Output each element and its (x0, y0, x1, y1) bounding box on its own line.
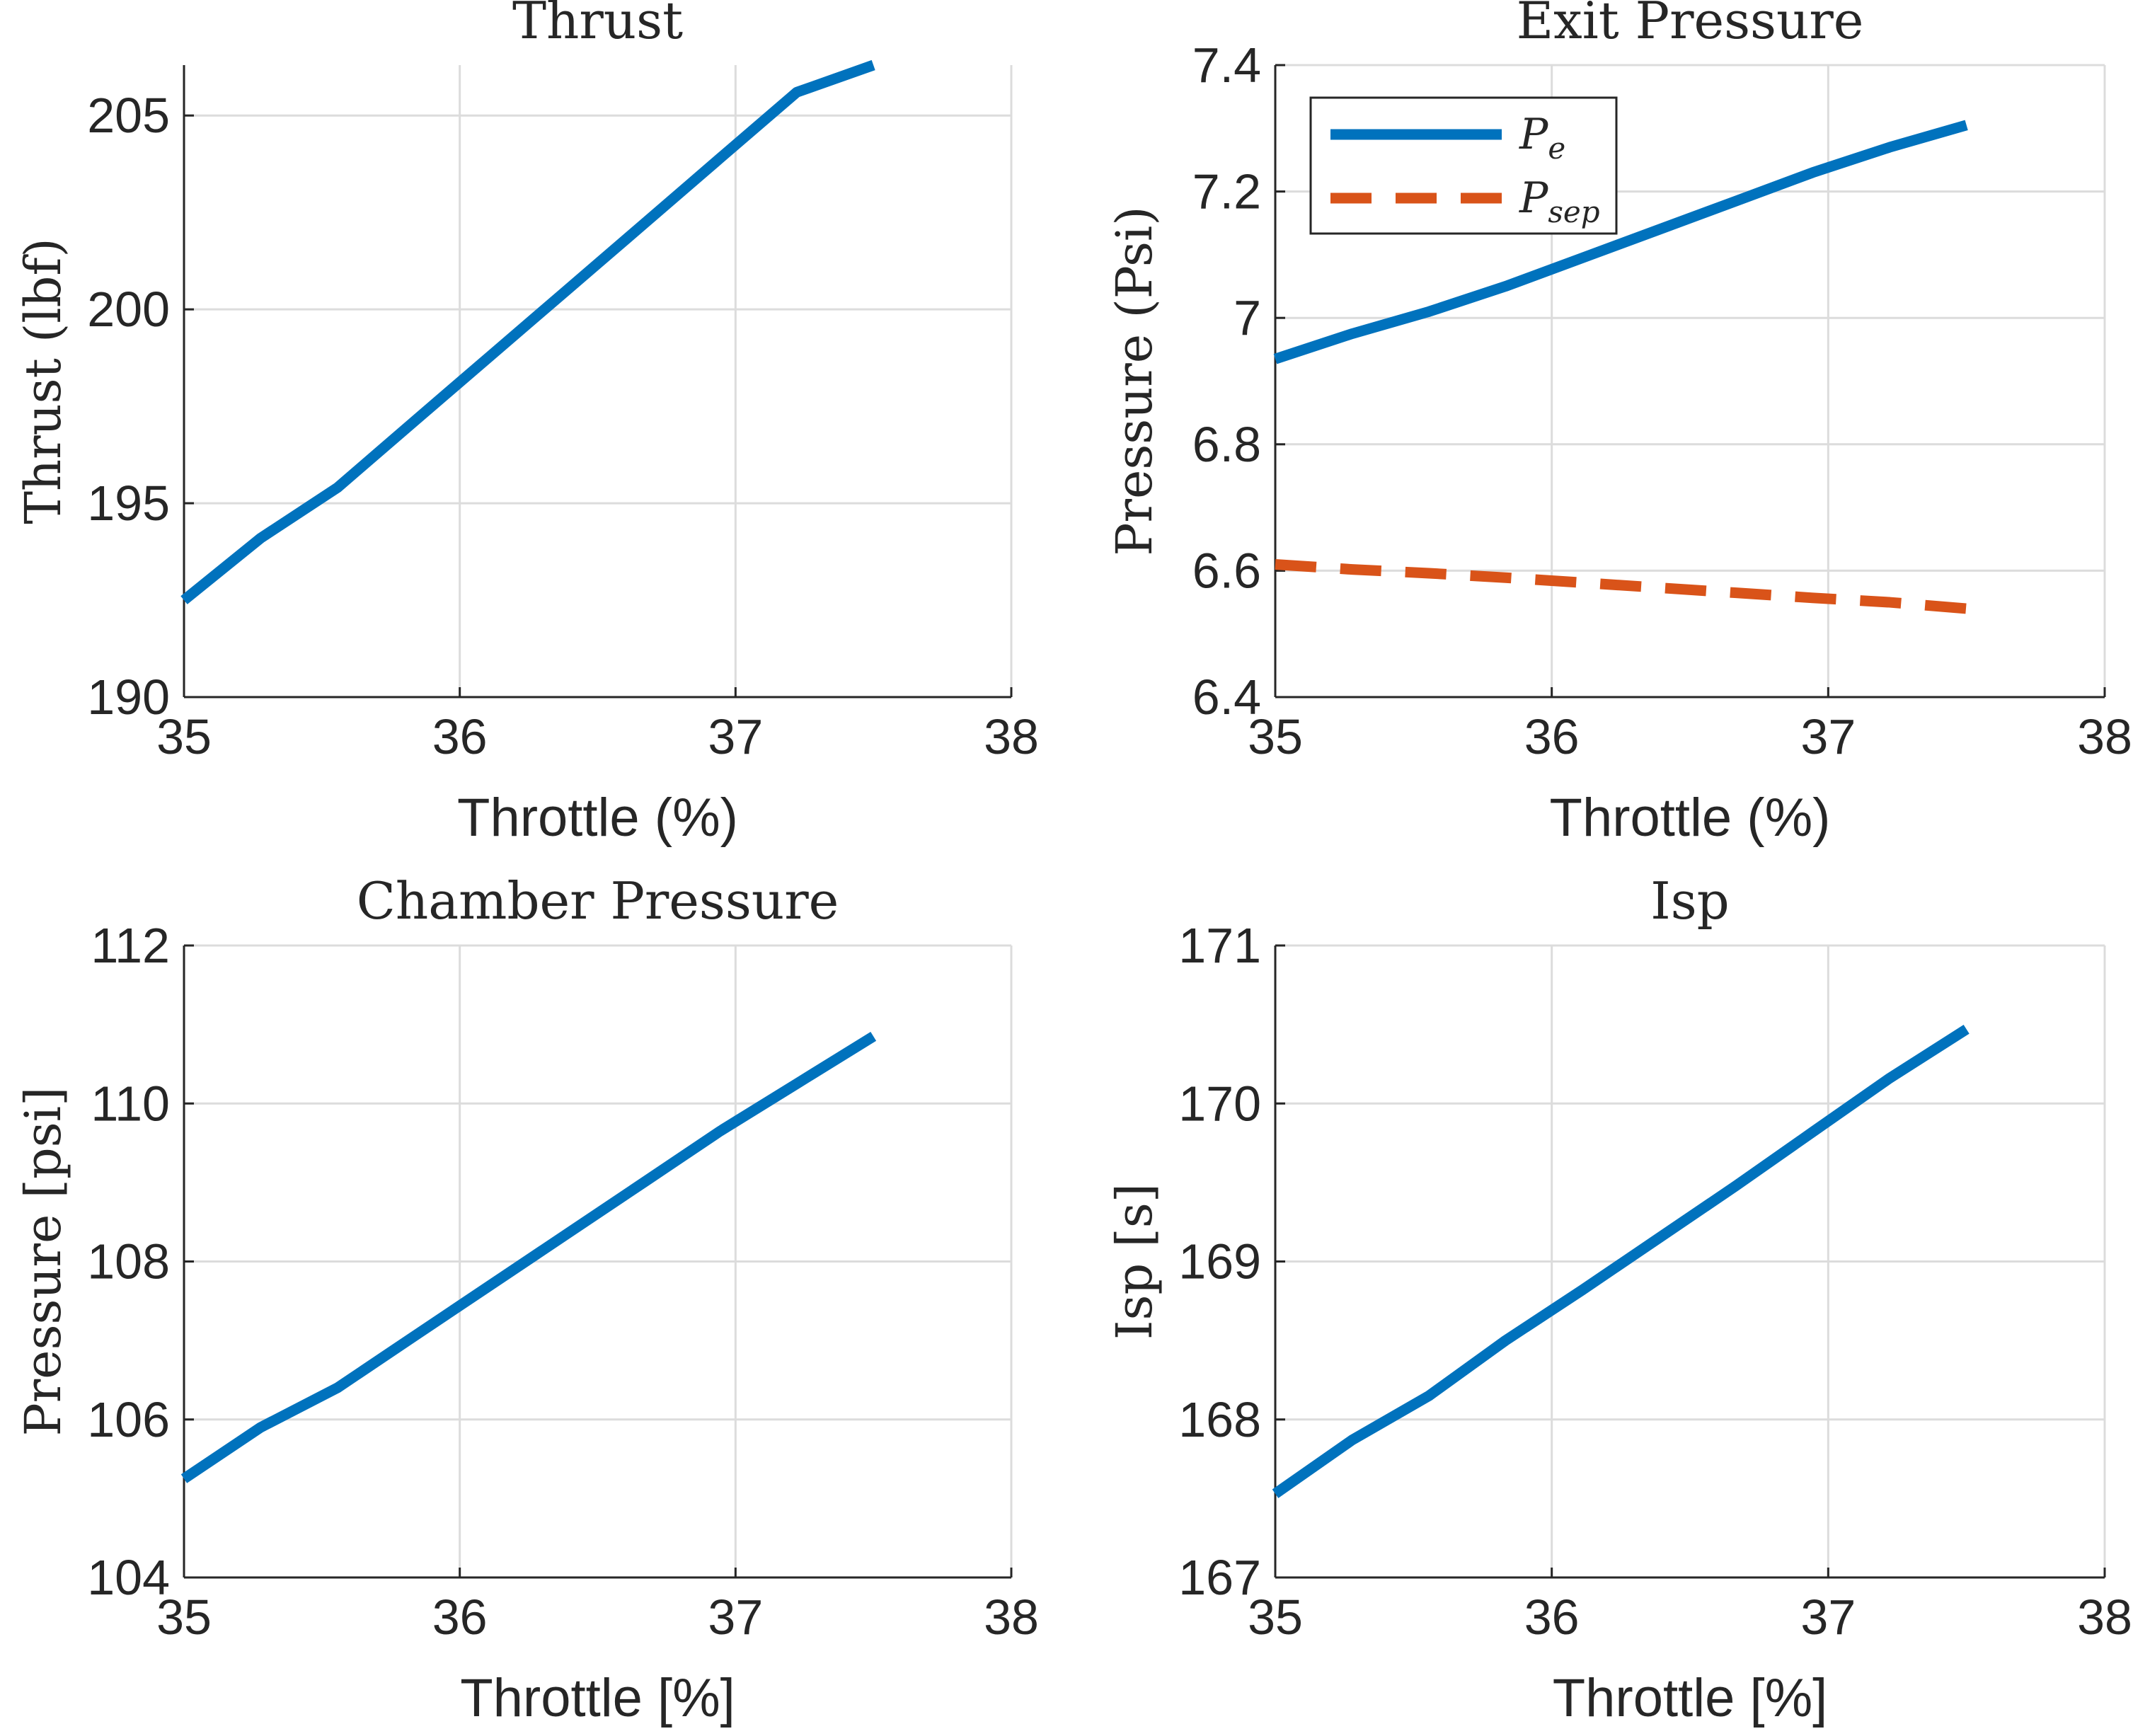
y-tick-label: 195 (87, 476, 170, 531)
x-tick-label: 37 (1800, 709, 1856, 764)
y-tick-label: 7 (1234, 290, 1261, 345)
x-tick-label: 37 (708, 1590, 763, 1645)
y-tick-label: 104 (87, 1550, 170, 1605)
chart-title: Thrust (512, 0, 683, 50)
x-axis-label: Throttle (%) (1550, 788, 1831, 848)
y-axis-label: Isp [s] (1105, 1183, 1163, 1340)
y-tick-label: 190 (87, 669, 170, 725)
chart-panel-2: 35 36 37 38 6.4 6.6 6.8 7 7.2 7.4 Exit Pressure Thr… (1105, 0, 2132, 848)
x-tick-label: 36 (1524, 709, 1580, 764)
x-tick-label: 35 (156, 1590, 212, 1645)
series-line-1 (180, 1031, 877, 1483)
chart-title: Chamber Pressure (357, 871, 839, 931)
x-tick-label: 36 (432, 1590, 488, 1645)
y-tick-label: 106 (87, 1392, 170, 1447)
y-axis-label: Pressure (Psi) (1105, 206, 1163, 556)
x-tick-label: 38 (984, 1590, 1039, 1645)
chart-title: Exit Pressure (1517, 0, 1864, 50)
chart-panel-3: 35 36 37 38 104 106 108 110 112 Chamber Pressure T… (14, 871, 1039, 1728)
series-line-1 (180, 59, 875, 604)
x-axis-label: Throttle (%) (457, 788, 738, 848)
x-axis-label: Throttle [%] (1553, 1668, 1828, 1728)
y-tick-label: 108 (87, 1234, 170, 1289)
y-tick-label: 170 (1178, 1076, 1261, 1131)
y-tick-label: 6.6 (1192, 543, 1261, 598)
x-tick-label: 35 (1248, 1590, 1303, 1645)
legend: Pe Psep (1309, 96, 1618, 235)
chart-panel-1: 35 36 37 38 190 195 200 205 Thrust Throttle (%) Th… (14, 0, 1039, 848)
x-tick-label: 36 (432, 709, 488, 764)
y-axis-label: Pressure [psi] (14, 1087, 72, 1437)
y-tick-label: 7.4 (1192, 38, 1261, 93)
x-tick-label: 37 (1800, 1590, 1856, 1645)
series-line-1 (1273, 120, 1968, 364)
x-tick-label: 37 (708, 709, 763, 764)
series-line-2 (1275, 558, 1967, 614)
x-tick-label: 35 (156, 709, 212, 764)
chart-panel-4: 35 36 37 38 167 168 169 170 171 Isp Throttle [%] Is… (1105, 871, 2132, 1728)
y-tick-label: 110 (91, 1076, 170, 1131)
legend-box (1309, 96, 1618, 235)
y-tick-label: 168 (1178, 1392, 1261, 1447)
chart-title: Isp (1650, 871, 1729, 931)
x-tick-label: 35 (1248, 709, 1303, 764)
y-tick-label: 169 (1178, 1234, 1261, 1289)
y-tick-label: 167 (1178, 1550, 1261, 1605)
x-tick-label: 38 (984, 709, 1039, 764)
x-tick-label: 38 (2077, 709, 2132, 764)
legend-entry-label: Psep (1519, 173, 1600, 229)
y-tick-label: 200 (87, 282, 170, 337)
y-tick-label: 7.2 (1192, 164, 1261, 219)
y-tick-label: 171 (1178, 918, 1261, 973)
y-tick-label: 205 (87, 88, 170, 143)
y-tick-label: 6.4 (1192, 669, 1261, 725)
legend-entry-label: Pe (1519, 110, 1565, 166)
y-tick-label: 6.8 (1192, 417, 1261, 472)
y-tick-label: 112 (91, 918, 170, 973)
series-line-1 (1272, 1024, 1970, 1498)
y-axis-label: Thrust (lbf) (14, 238, 72, 524)
x-tick-label: 38 (2077, 1590, 2132, 1645)
x-tick-label: 36 (1524, 1590, 1580, 1645)
x-axis-label: Throttle [%] (460, 1668, 735, 1728)
